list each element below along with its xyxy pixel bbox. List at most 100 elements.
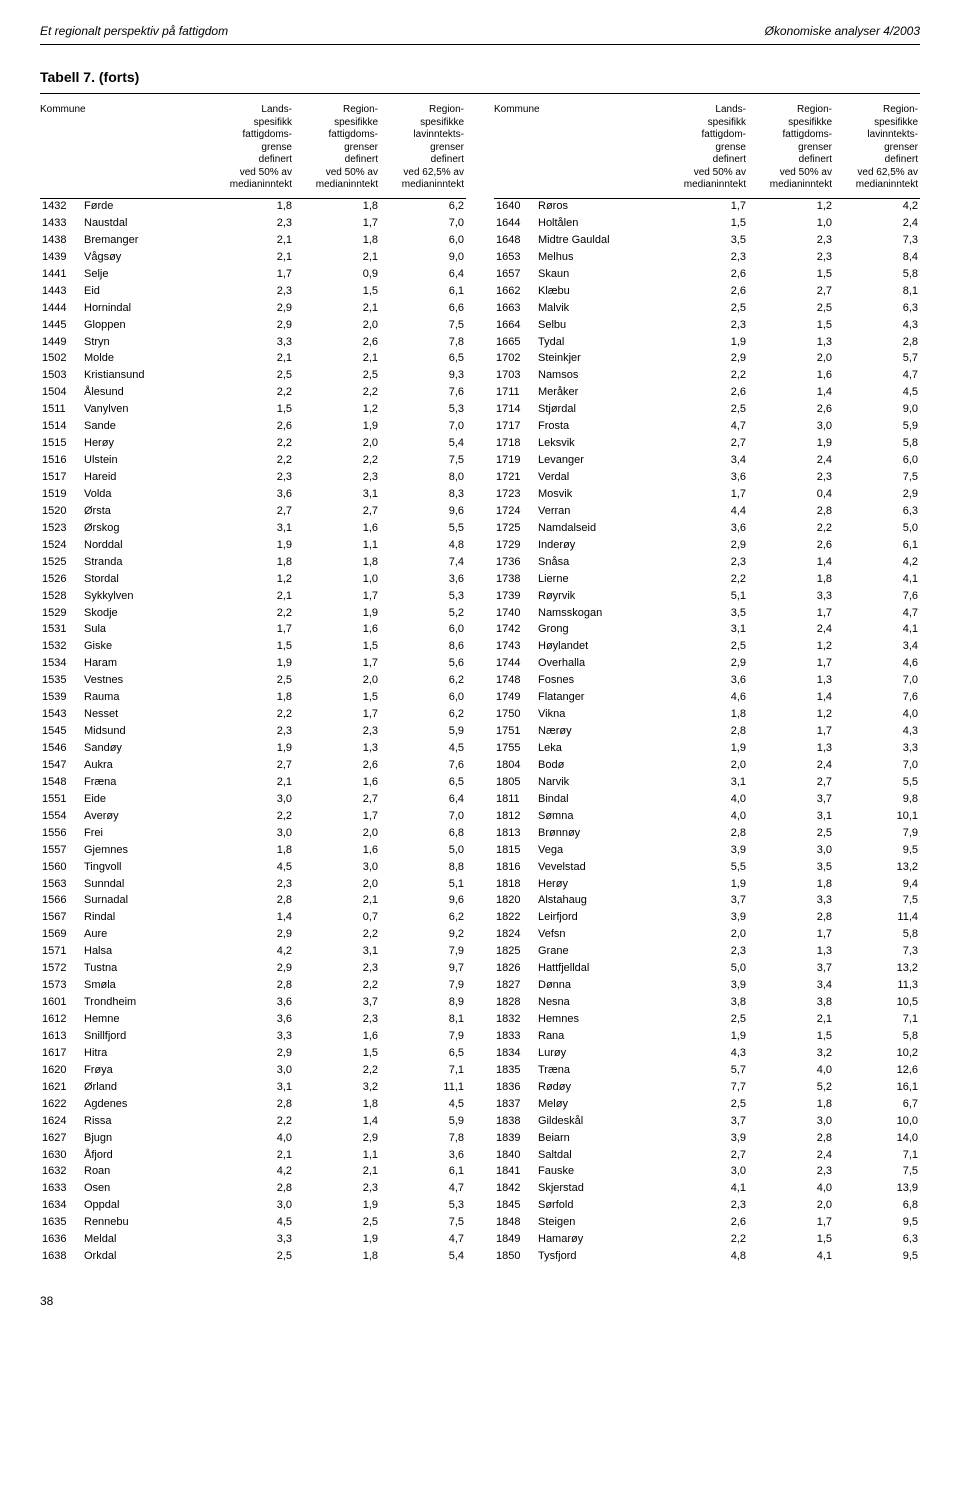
cell-code: 1640: [494, 198, 536, 215]
cell-value: 9,5: [834, 1215, 920, 1232]
table-row: 1640Røros1,71,24,2: [494, 198, 920, 215]
table-row: 1833Rana1,91,55,8: [494, 1028, 920, 1045]
table-row: 1621Ørland3,13,211,1: [40, 1079, 466, 1096]
cell-name: Smøla: [82, 978, 208, 995]
cell-code: 1627: [40, 1130, 82, 1147]
cell-value: 2,8: [208, 1096, 294, 1113]
table-row: 1842Skjerstad4,14,013,9: [494, 1181, 920, 1198]
cell-name: Steinkjer: [536, 351, 662, 368]
cell-value: 3,6: [662, 520, 748, 537]
cell-code: 1638: [40, 1249, 82, 1266]
cell-name: Rødøy: [536, 1079, 662, 1096]
cell-name: Snåsa: [536, 554, 662, 571]
cell-code: 1441: [40, 266, 82, 283]
cell-value: 5,4: [380, 1249, 466, 1266]
cell-value: 7,0: [380, 419, 466, 436]
cell-name: Herøy: [536, 876, 662, 893]
cell-value: 2,3: [294, 1012, 380, 1029]
cell-value: 14,0: [834, 1130, 920, 1147]
cell-value: 1,5: [748, 1028, 834, 1045]
cell-value: 2,2: [208, 605, 294, 622]
table-row: 1840Saltdal2,72,47,1: [494, 1147, 920, 1164]
table-row: 1634Oppdal3,01,95,3: [40, 1198, 466, 1215]
cell-code: 1613: [40, 1028, 82, 1045]
cell-value: 2,1: [294, 1164, 380, 1181]
cell-code: 1534: [40, 656, 82, 673]
cell-code: 1620: [40, 1062, 82, 1079]
cell-name: Vågsøy: [82, 249, 208, 266]
header-right: Økonomiske analyser 4/2003: [765, 24, 920, 38]
cell-value: 1,9: [208, 656, 294, 673]
cell-code: 1445: [40, 317, 82, 334]
table-row: 1560Tingvoll4,53,08,8: [40, 859, 466, 876]
cell-code: 1834: [494, 1045, 536, 1062]
cell-name: Frøya: [82, 1062, 208, 1079]
table-row: 1539Rauma1,81,56,0: [40, 690, 466, 707]
cell-name: Skjerstad: [536, 1181, 662, 1198]
cell-code: 1804: [494, 757, 536, 774]
cell-value: 7,0: [380, 215, 466, 232]
cell-value: 7,6: [380, 757, 466, 774]
table-row: 1718Leksvik2,71,95,8: [494, 436, 920, 453]
cell-code: 1449: [40, 334, 82, 351]
table-row: 1622Agdenes2,81,84,5: [40, 1096, 466, 1113]
table-row: 1571Halsa4,23,17,9: [40, 944, 466, 961]
cell-value: 3,5: [662, 232, 748, 249]
cell-code: 1531: [40, 622, 82, 639]
cell-name: Namsskogan: [536, 605, 662, 622]
cell-value: 5,9: [834, 419, 920, 436]
cell-code: 1524: [40, 537, 82, 554]
cell-value: 2,6: [662, 266, 748, 283]
cell-value: 4,3: [834, 724, 920, 741]
th-c1-r: Lands-spesifikkfattigdom-grensedefinertv…: [662, 102, 748, 198]
cell-name: Vefsn: [536, 927, 662, 944]
cell-name: Hitra: [82, 1045, 208, 1062]
cell-name: Grane: [536, 944, 662, 961]
cell-value: 2,9: [208, 1045, 294, 1062]
table-row: 1736Snåsa2,31,44,2: [494, 554, 920, 571]
cell-code: 1612: [40, 1012, 82, 1029]
cell-value: 2,1: [208, 351, 294, 368]
cell-code: 1543: [40, 707, 82, 724]
cell-value: 6,3: [834, 503, 920, 520]
cell-value: 3,1: [208, 520, 294, 537]
cell-value: 7,0: [834, 757, 920, 774]
cell-value: 3,0: [748, 1113, 834, 1130]
cell-value: 2,3: [208, 283, 294, 300]
table-row: 1432Førde1,81,86,2: [40, 198, 466, 215]
cell-name: Lierne: [536, 571, 662, 588]
cell-code: 1841: [494, 1164, 536, 1181]
table-row: 1438Bremanger2,11,86,0: [40, 232, 466, 249]
cell-value: 4,0: [208, 1130, 294, 1147]
cell-code: 1523: [40, 520, 82, 537]
cell-value: 5,8: [834, 266, 920, 283]
cell-value: 7,9: [380, 944, 466, 961]
cell-name: Bremanger: [82, 232, 208, 249]
cell-code: 1739: [494, 588, 536, 605]
cell-name: Tingvoll: [82, 859, 208, 876]
cell-code: 1546: [40, 741, 82, 758]
cell-code: 1729: [494, 537, 536, 554]
cell-name: Holtålen: [536, 215, 662, 232]
cell-value: 2,9: [208, 300, 294, 317]
cell-code: 1665: [494, 334, 536, 351]
cell-value: 8,8: [380, 859, 466, 876]
cell-value: 4,2: [208, 1164, 294, 1181]
cell-value: 9,5: [834, 842, 920, 859]
cell-value: 4,5: [380, 1096, 466, 1113]
cell-value: 5,7: [834, 351, 920, 368]
cell-code: 1702: [494, 351, 536, 368]
table-row: 1820Alstahaug3,73,37,5: [494, 893, 920, 910]
cell-code: 1567: [40, 910, 82, 927]
cell-value: 1,8: [208, 554, 294, 571]
cell-value: 2,0: [662, 757, 748, 774]
cell-code: 1648: [494, 232, 536, 249]
table-row: 1617Hitra2,91,56,5: [40, 1045, 466, 1062]
table-row: 1738Lierne2,21,84,1: [494, 571, 920, 588]
cell-value: 3,0: [748, 419, 834, 436]
table-row: 1812Sømna4,03,110,1: [494, 808, 920, 825]
cell-name: Sula: [82, 622, 208, 639]
table-row: 1534Haram1,91,75,6: [40, 656, 466, 673]
cell-name: Frosta: [536, 419, 662, 436]
cell-value: 5,1: [662, 588, 748, 605]
